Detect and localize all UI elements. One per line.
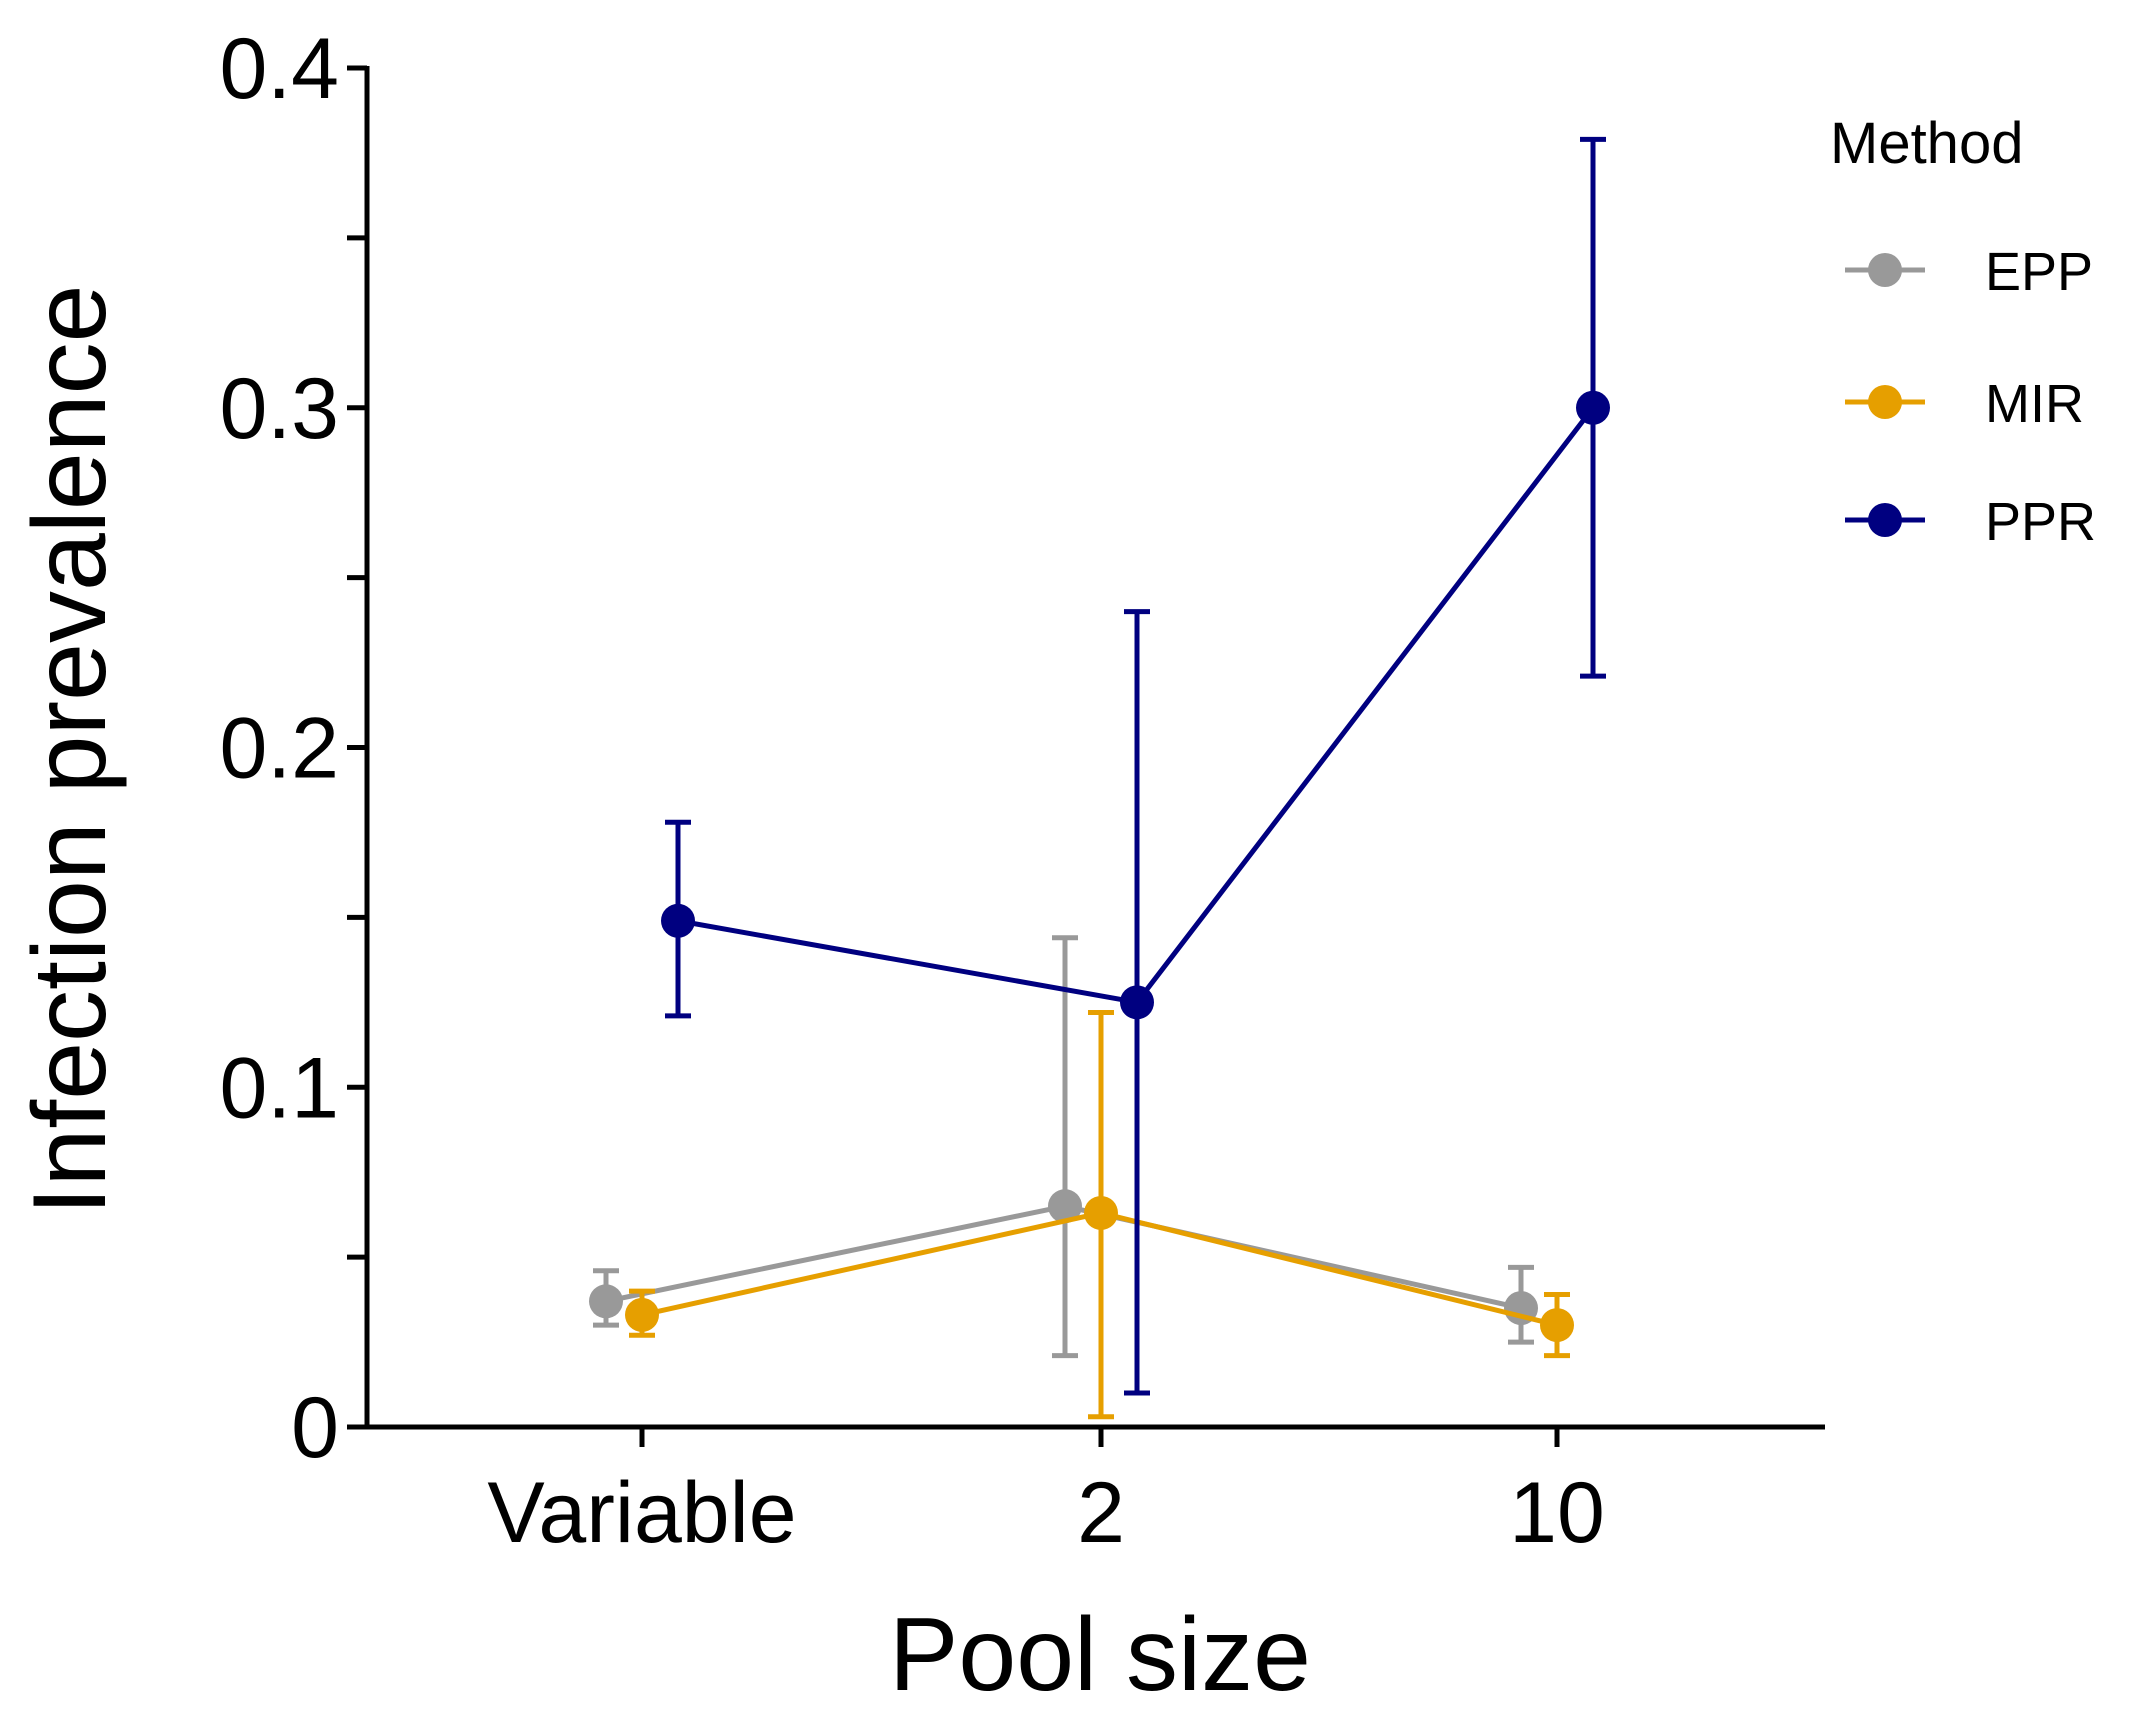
plot-area — [589, 136, 1610, 1420]
y-tick-label: 0.3 — [219, 361, 339, 457]
x-tick-label: Variable — [487, 1465, 796, 1561]
legend-label: PPR — [1985, 492, 2096, 552]
data-point — [1120, 985, 1154, 1020]
legend-key-point — [1868, 253, 1902, 287]
legend: Method EPP MIR PPR — [1830, 111, 2096, 552]
data-point — [1084, 1195, 1118, 1230]
y-tick-label: 0.4 — [219, 21, 339, 117]
series-ppr — [661, 136, 1610, 1396]
legend-key-point — [1868, 385, 1902, 419]
data-point — [661, 903, 695, 938]
data-point — [1048, 1189, 1082, 1224]
x-tick-label: 2 — [1077, 1465, 1125, 1561]
legend-key-point — [1868, 503, 1902, 537]
legend-title: Method — [1830, 111, 2023, 176]
y-tick-label: 0.2 — [219, 701, 339, 797]
axes: 0 0.1 0.2 0.3 0.4 Variable 2 10 — [219, 21, 1825, 1561]
series-epp — [589, 935, 1538, 1359]
y-axis-title: Infection prevalence — [12, 285, 128, 1216]
y-tick-label: 0 — [291, 1380, 339, 1476]
legend-label: EPP — [1985, 242, 2093, 302]
series-mir — [625, 1010, 1574, 1420]
data-point — [1576, 390, 1610, 425]
data-point — [1540, 1308, 1574, 1343]
x-tick-label: 10 — [1509, 1465, 1605, 1561]
data-point — [625, 1297, 659, 1332]
y-tick-label: 0.1 — [219, 1040, 339, 1136]
data-point — [589, 1284, 623, 1319]
legend-label: MIR — [1985, 374, 2084, 434]
x-axis-title: Pool size — [889, 1597, 1311, 1713]
